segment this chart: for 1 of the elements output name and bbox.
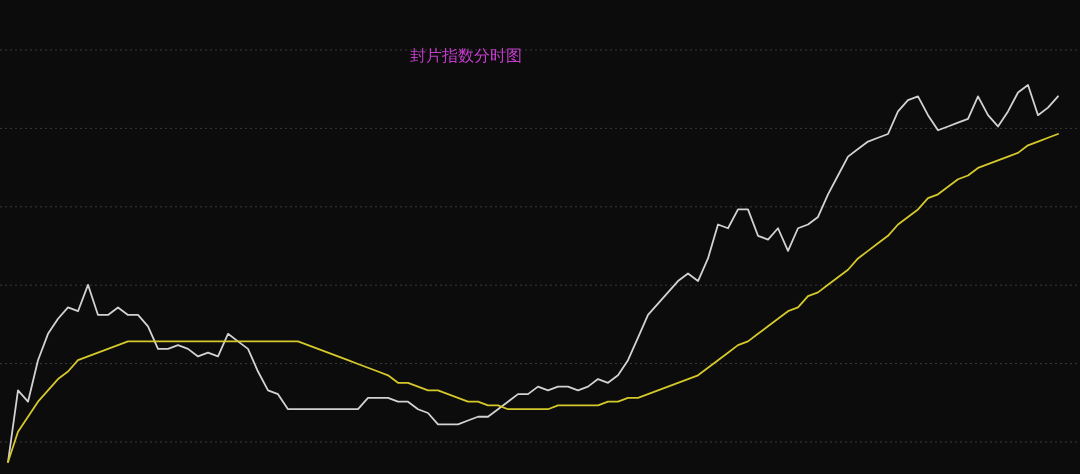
chart-title: 封片指数分时图 xyxy=(410,46,522,65)
